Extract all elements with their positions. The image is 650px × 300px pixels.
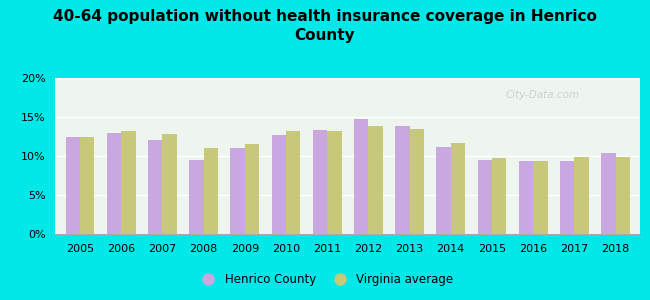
Bar xyxy=(245,144,259,234)
Bar xyxy=(616,157,630,234)
Bar xyxy=(601,153,616,234)
Bar xyxy=(121,131,136,234)
Bar xyxy=(478,160,492,234)
Bar xyxy=(533,161,547,234)
Bar xyxy=(519,161,533,234)
Bar xyxy=(162,134,177,234)
Bar xyxy=(107,134,121,234)
Bar xyxy=(575,157,589,234)
Bar xyxy=(80,137,94,234)
Bar xyxy=(203,148,218,234)
Text: 40-64 population without health insurance coverage in Henrico
County: 40-64 population without health insuranc… xyxy=(53,9,597,43)
Bar xyxy=(272,135,286,234)
Bar xyxy=(436,147,450,234)
Legend: Henrico County, Virginia average: Henrico County, Virginia average xyxy=(192,269,458,291)
Bar xyxy=(560,161,575,234)
Bar xyxy=(450,143,465,234)
Bar xyxy=(230,148,245,234)
Bar xyxy=(189,160,203,234)
Text: City-Data.com: City-Data.com xyxy=(506,91,580,100)
Bar xyxy=(148,140,162,234)
Bar xyxy=(492,158,506,234)
Bar xyxy=(313,130,327,234)
Bar xyxy=(66,136,80,234)
Bar xyxy=(369,126,383,234)
Bar xyxy=(286,131,300,234)
Bar xyxy=(327,131,341,234)
Bar xyxy=(354,118,369,234)
Bar xyxy=(410,129,424,234)
Bar xyxy=(395,126,410,234)
